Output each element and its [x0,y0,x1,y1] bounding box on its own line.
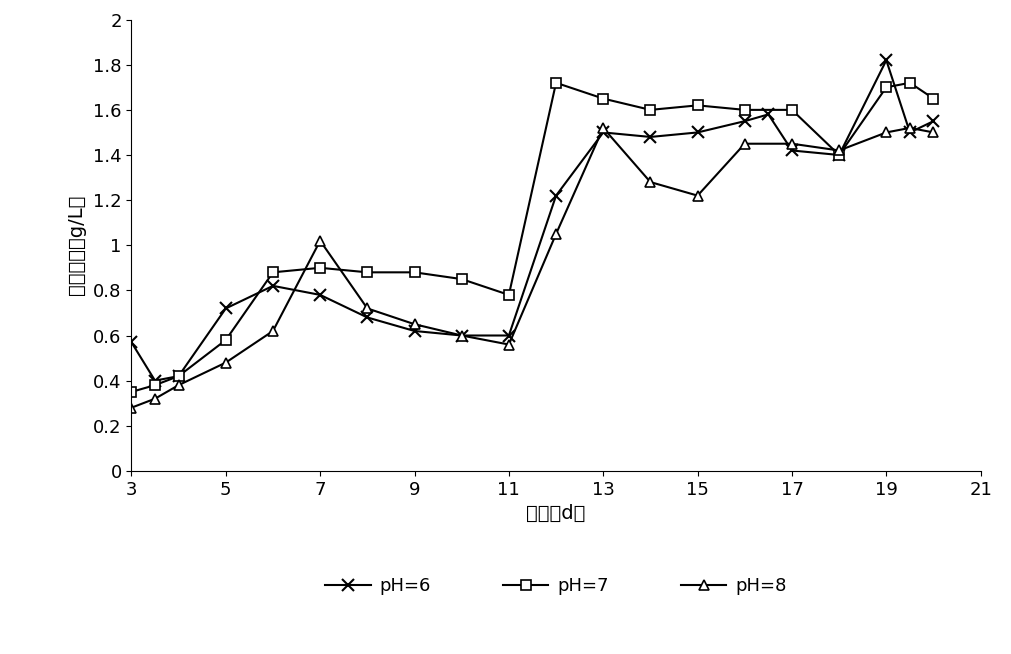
Line: pH=8: pH=8 [126,123,938,413]
pH=6 [219,305,232,313]
pH=7 [173,372,185,380]
pH=8 [598,124,610,132]
pH=6 [786,146,798,154]
pH=8 [502,341,515,349]
pH=7 [125,388,137,396]
pH=7 [692,101,704,109]
pH=8 [881,128,893,136]
Line: pH=6: pH=6 [125,54,940,387]
pH=7 [644,106,656,114]
pH=8 [267,327,279,335]
pH=6 [149,377,161,385]
pH=6 [408,327,421,335]
pH=8 [314,237,327,245]
pH=6 [692,128,704,136]
pH=7 [786,106,798,114]
pH=8 [927,128,939,136]
pH=6 [502,332,515,339]
pH=6 [125,338,137,346]
pH=6 [762,111,774,118]
pH=7 [502,291,515,299]
pH=8 [361,305,373,313]
pH=6 [550,192,562,199]
pH=6 [927,117,939,125]
pH=6 [314,291,327,299]
pH=8 [644,178,656,186]
pH=6 [456,332,468,339]
pH=8 [408,320,421,328]
pH=6 [644,133,656,141]
pH=7 [881,83,893,91]
pH=7 [739,106,751,114]
pH=6 [833,151,845,159]
pH=8 [125,404,137,411]
pH=6 [739,117,751,125]
pH=7 [904,79,916,87]
pH=8 [173,381,185,389]
Line: pH=7: pH=7 [126,78,938,397]
pH=7 [833,151,845,159]
pH=6 [881,56,893,64]
pH=8 [786,140,798,148]
pH=7 [598,95,610,103]
pH=7 [149,381,161,389]
pH=7 [219,336,232,344]
pH=7 [408,268,421,276]
pH=7 [361,268,373,276]
pH=7 [456,275,468,283]
pH=8 [904,124,916,132]
pH=6 [267,282,279,290]
pH=8 [550,230,562,238]
pH=7 [550,79,562,87]
pH=6 [173,372,185,380]
pH=7 [927,95,939,103]
pH=8 [456,332,468,339]
pH=6 [361,313,373,321]
pH=7 [267,268,279,276]
pH=8 [833,146,845,154]
pH=7 [314,264,327,272]
Legend: pH=6, pH=7, pH=8: pH=6, pH=7, pH=8 [318,570,794,602]
pH=8 [739,140,751,148]
pH=6 [904,128,916,136]
Y-axis label: 乙酸浓度（g/L）: 乙酸浓度（g/L） [67,195,86,296]
pH=6 [598,128,610,136]
pH=8 [219,358,232,366]
pH=8 [692,192,704,199]
pH=8 [149,395,161,403]
X-axis label: 时间（d）: 时间（d） [527,504,585,523]
